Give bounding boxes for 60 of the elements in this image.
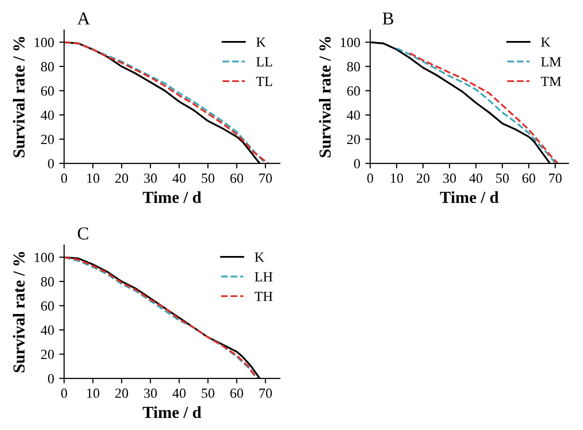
x-tick-label: 50 [202,174,214,183]
x-tick-label: 20 [115,388,128,398]
x-tick-label: 30 [144,388,157,398]
legend-label: LL [256,57,272,66]
x-tick-label: 40 [469,174,482,183]
x-tick-label: 10 [87,388,100,398]
y-tick-label: 80 [41,62,54,72]
x-tick-label: 0 [367,174,374,183]
x-tick-label: 30 [144,174,157,183]
x-axis-title: Time / d [142,406,202,418]
y-tick-label: 40 [40,326,54,335]
y-tick-label: 20 [347,134,360,144]
y-tick-label: 80 [347,62,360,72]
y-tick-label: 0 [354,158,360,168]
y-tick-label: 60 [41,301,54,311]
x-axis-title: Time / d [440,191,499,203]
x-tick-label: 60 [230,388,244,398]
y-tick-label: 80 [41,277,54,286]
y-tick-label: 0 [48,374,54,384]
y-tick-label: 20 [41,134,54,144]
x-tick-label: 60 [522,174,536,183]
chart-title: B [382,12,394,24]
x-tick-label: 60 [230,174,244,183]
x-tick-label: 50 [202,388,214,398]
x-tick-label: 10 [87,174,100,183]
y-tick-label: 40 [40,110,54,120]
x-tick-label: 0 [61,174,68,183]
x-tick-label: 70 [549,174,562,183]
y-tick-label: 100 [34,38,54,48]
x-tick-label: 40 [172,388,186,398]
chart-title: A [77,12,90,24]
y-tick-label: 100 [34,252,54,262]
y-tick-label: 0 [48,158,54,168]
x-tick-label: 70 [259,174,272,183]
legend-label: TM [540,76,562,86]
chart-title: C [78,227,88,240]
legend-label: TH [254,292,272,302]
x-tick-label: 0 [61,388,68,398]
legend-label: TL [256,76,272,86]
x-axis-title: Time / d [142,191,202,203]
x-tick-label: 50 [496,174,509,183]
x-tick-label: 70 [259,388,272,398]
x-tick-label: 10 [390,174,404,183]
y-tick-label: 60 [347,86,360,96]
y-axis-title: Survival rate / % [318,36,331,158]
y-tick-label: 20 [41,350,54,360]
x-tick-label: 20 [115,174,128,183]
legend-label: K [254,252,264,262]
y-tick-label: 40 [346,110,360,120]
x-tick-label: 20 [416,174,430,183]
y-axis-title: Survival rate / % [12,252,25,372]
legend-label: K [256,38,266,47]
x-tick-label: 30 [443,174,456,183]
legend-label: LH [254,272,272,282]
x-tick-label: 40 [172,174,186,183]
y-tick-label: 60 [41,86,54,96]
y-axis-title: Survival rate / % [12,36,25,158]
legend-label: K [541,38,551,47]
legend-label: LM [541,57,562,66]
y-tick-label: 100 [340,38,360,48]
